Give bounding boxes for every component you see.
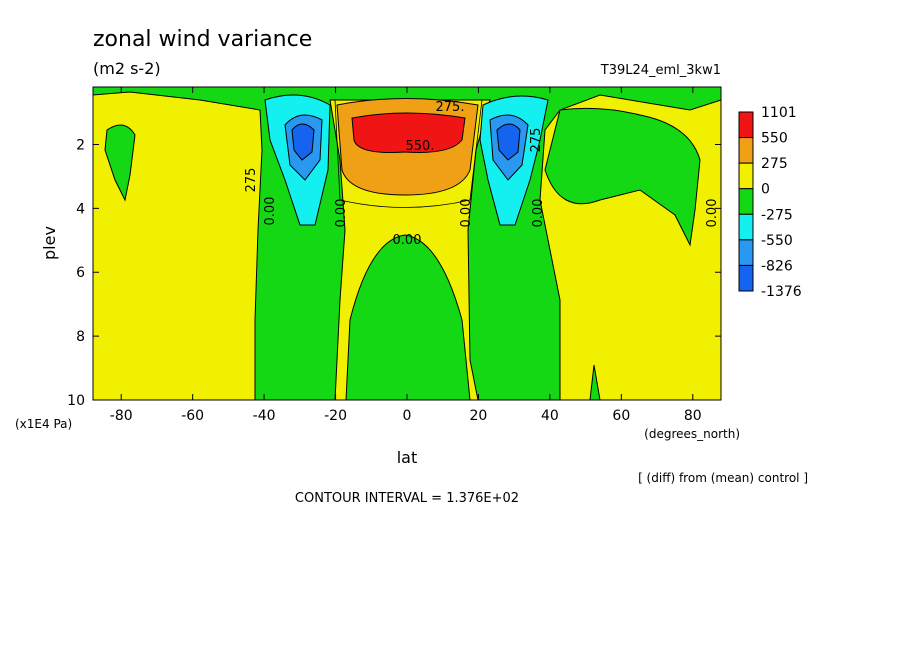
contour-label: 275.	[436, 100, 465, 115]
contour-line	[334, 99, 483, 208]
x-axis-label: lat	[397, 448, 418, 467]
x-units: (degrees_north)	[644, 427, 740, 441]
run-label: T39L24_eml_3kw1	[600, 63, 721, 78]
colorbar-label: -550	[761, 233, 793, 249]
colorbar-label: -826	[761, 258, 793, 274]
colorbar-swatch	[738, 111, 754, 139]
chart-title: zonal wind variance	[93, 27, 312, 52]
field-green	[544, 107, 701, 247]
x-tick-label: -20	[324, 408, 347, 424]
colorbar-swatch	[738, 162, 754, 190]
contour-label: 275	[529, 128, 544, 153]
contour-label: 0.00	[393, 233, 422, 248]
contour-label: 0.00	[705, 199, 720, 228]
x-tick-label: -40	[253, 408, 276, 424]
colorbar-label: -1376	[761, 284, 802, 300]
field-green	[345, 234, 471, 401]
note: [ (diff) from (mean) control ]	[638, 471, 808, 485]
colorbar-swatch	[738, 213, 754, 241]
x-tick-label: 60	[612, 408, 630, 424]
y-tick-label: 6	[76, 265, 85, 281]
contour-label: 0.00	[263, 197, 278, 226]
colorbar-swatch	[738, 137, 754, 164]
colorbar-swatch	[738, 188, 754, 215]
colorbar-label: 1101	[761, 105, 797, 121]
y-tick-label: 8	[76, 329, 85, 345]
field-red	[351, 112, 466, 153]
y-tick-label: 10	[67, 393, 85, 409]
field	[92, 86, 722, 401]
colorbar-label: 550	[761, 131, 788, 147]
contour-label: 0.00	[334, 199, 349, 228]
x-tick-label: 80	[684, 408, 702, 424]
contour-label: 275	[244, 168, 259, 193]
contour-label: 550.	[406, 139, 435, 154]
units: (m2 s-2)	[93, 59, 161, 78]
colorbar-label: 0	[761, 182, 770, 198]
field-blue	[291, 123, 315, 161]
colorbar-swatch	[738, 239, 754, 266]
colorbar-label: -275	[761, 207, 793, 223]
field-green	[104, 124, 136, 202]
colorbar-label: 275	[761, 156, 788, 172]
y-tick-label: 4	[76, 201, 85, 217]
x-tick-label: 0	[403, 408, 412, 424]
y-tick-label: 2	[76, 137, 85, 153]
x-tick-label: 20	[470, 408, 488, 424]
x-tick-label: 40	[541, 408, 559, 424]
y-axis-label: plev	[40, 226, 59, 260]
x-tick-label: -80	[110, 408, 133, 424]
contour-label: 0.00	[531, 199, 546, 228]
contour-interval: CONTOUR INTERVAL = 1.376E+02	[295, 491, 519, 506]
contour-label: 0.00	[459, 199, 474, 228]
field-blue	[496, 123, 521, 161]
y-units: (x1E4 Pa)	[15, 417, 72, 431]
x-tick-label: -60	[181, 408, 204, 424]
colorbar-swatch	[738, 264, 754, 292]
